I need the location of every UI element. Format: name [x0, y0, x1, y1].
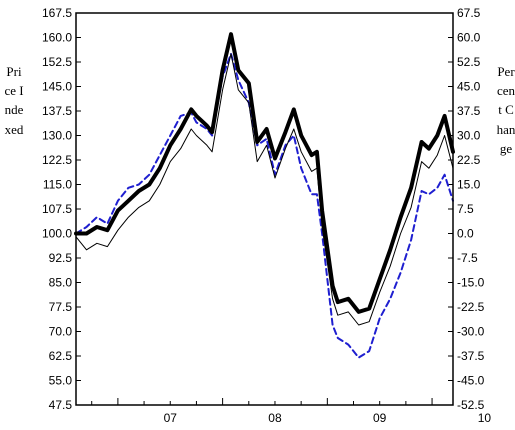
right-tick-label: 15.0 [457, 178, 481, 192]
left-tick-label: 145.0 [42, 80, 72, 94]
right-tick-label: 45.0 [457, 80, 481, 94]
x-tick-label: 09 [373, 411, 387, 425]
right-tick-label: 67.5 [457, 6, 481, 20]
right-tick-label: 22.5 [457, 153, 481, 167]
left-tick-label: 77.5 [49, 300, 73, 314]
right-tick-label: -30.0 [457, 325, 485, 339]
left-tick-label: 130.0 [42, 129, 72, 143]
series-line-thin-black [75, 53, 454, 326]
x-tick-label: 08 [268, 411, 282, 425]
left-tick-label: 115.0 [43, 178, 72, 192]
right-tick-label: -45.0 [457, 374, 485, 388]
left-tick-label: 62.5 [49, 349, 73, 363]
left-axis-label: Price Indexed [4, 64, 24, 137]
series-line-dashed-blue [75, 52, 454, 359]
left-tick-label: 160.0 [42, 31, 72, 45]
left-tick-label: 47.5 [49, 398, 73, 412]
right-tick-label: -22.5 [457, 300, 485, 314]
right-tick-label: -52.5 [457, 398, 485, 412]
x-tick-label: 07 [164, 411, 178, 425]
right-tick-label: 37.5 [457, 104, 481, 118]
left-tick-label: 137.5 [42, 104, 72, 118]
left-tick-label: 100.0 [42, 227, 72, 241]
left-tick-label: 92.5 [49, 251, 73, 265]
right-tick-label: -15.0 [457, 276, 485, 290]
right-tick-label: 60.0 [457, 31, 481, 45]
left-tick-label: 107.5 [42, 202, 72, 216]
right-tick-label: -7.5 [457, 251, 478, 265]
left-tick-label: 85.0 [49, 276, 73, 290]
left-tick-label: 70.0 [49, 325, 73, 339]
right-tick-label: 52.5 [457, 55, 481, 69]
right-axis-label: Percent Change [496, 64, 515, 156]
right-tick-label: -37.5 [457, 349, 485, 363]
x-tick-label: 10 [478, 411, 492, 425]
right-tick-label: 0.0 [457, 227, 474, 241]
right-tick-label: 30.0 [457, 129, 481, 143]
left-tick-label: 122.5 [42, 153, 72, 167]
series-line-thick-black [74, 32, 455, 314]
right-tick-label: 7.5 [457, 202, 474, 216]
left-tick-label: 152.5 [42, 55, 72, 69]
left-tick-label: 167.5 [42, 6, 72, 20]
left-tick-label: 55.0 [49, 374, 73, 388]
plot-frame [75, 12, 454, 406]
